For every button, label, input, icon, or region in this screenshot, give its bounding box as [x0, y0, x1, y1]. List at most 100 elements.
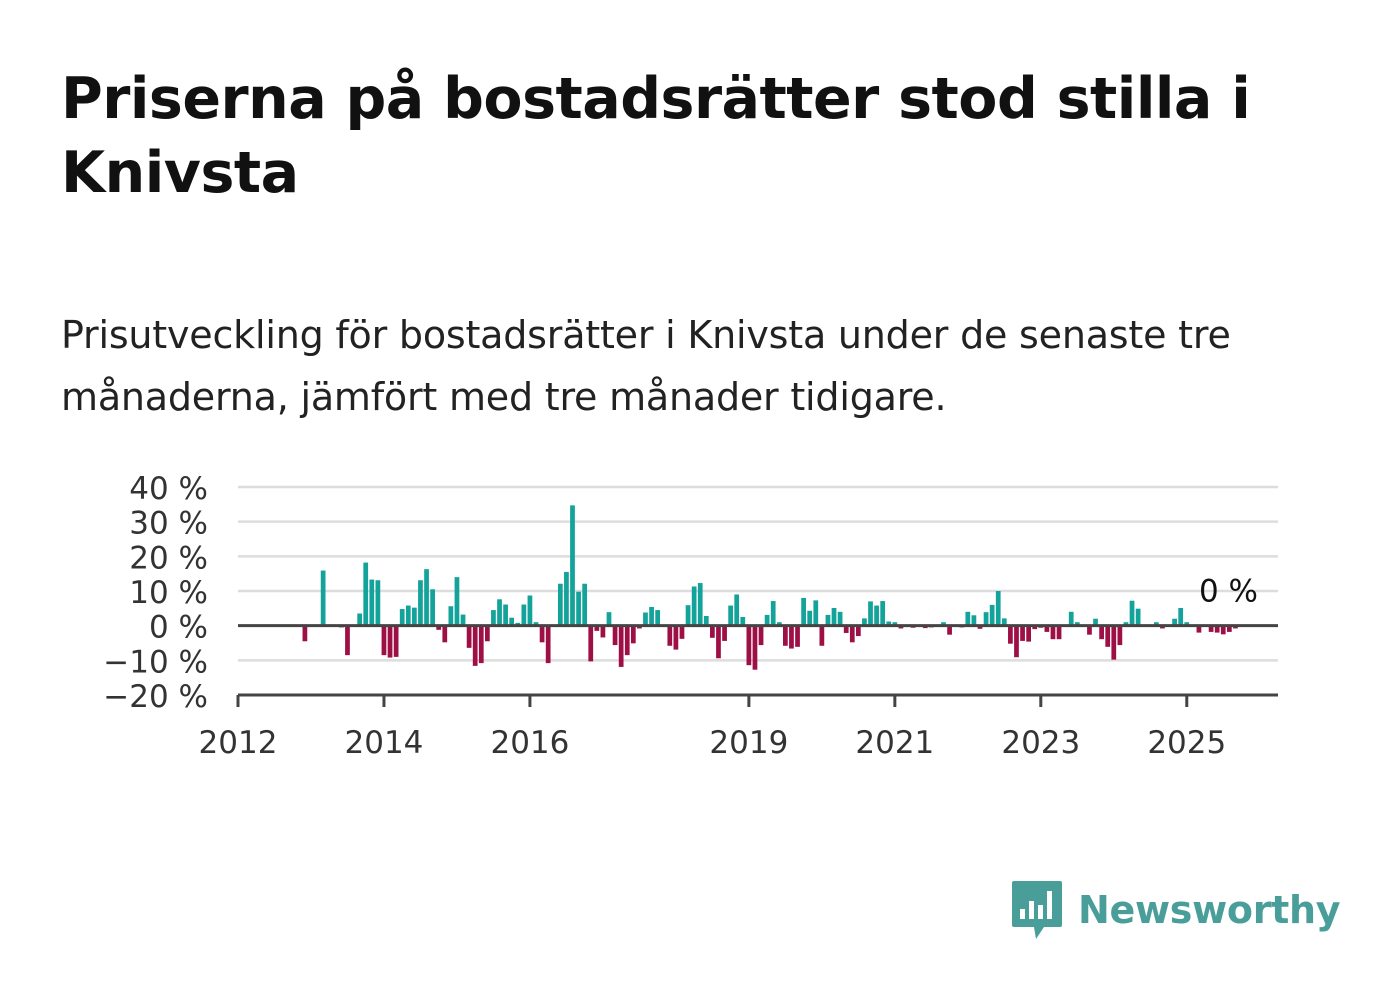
bar: [1220, 625, 1226, 635]
bar: [1008, 625, 1013, 644]
bar: [430, 589, 435, 626]
bar: [764, 614, 770, 626]
bar: [691, 586, 697, 626]
bar: [728, 605, 733, 626]
axes: [236, 624, 1278, 707]
bar: [1105, 625, 1111, 647]
bar: [1117, 625, 1123, 646]
bar: [1032, 625, 1038, 630]
bar: [746, 625, 752, 666]
newsworthy-brand: Newsworthy: [1010, 878, 1341, 942]
bar: [849, 625, 855, 643]
bar: [412, 607, 417, 626]
bar: [1099, 625, 1104, 640]
bar: [375, 580, 381, 626]
brand-name: Newsworthy: [1078, 888, 1341, 932]
bar: [795, 625, 800, 647]
bar: [710, 625, 715, 638]
x-tick-label: 2019: [709, 725, 788, 761]
bar: [1056, 625, 1062, 640]
bar: [1226, 625, 1232, 632]
bar: [424, 569, 429, 626]
bar: [393, 625, 399, 657]
bar: [752, 625, 758, 670]
bar: [1184, 622, 1190, 626]
x-tick-label: 2021: [855, 725, 934, 761]
bar: [588, 625, 594, 662]
bar: [1014, 625, 1019, 658]
bar: [497, 599, 502, 626]
last-value-label: 0 %: [1199, 573, 1258, 609]
bar: [843, 625, 849, 633]
bar: [697, 583, 703, 626]
bar: [825, 614, 831, 626]
bar: [454, 577, 460, 626]
bar: [612, 625, 618, 646]
bar: [521, 604, 527, 626]
bar: [789, 625, 794, 649]
bar: [734, 594, 740, 626]
bar: [740, 617, 746, 626]
bar: [320, 570, 326, 626]
bar: [1020, 625, 1025, 641]
x-tick-label: 2016: [490, 725, 569, 761]
bar: [801, 597, 806, 626]
y-tick-label: 40 %: [129, 471, 208, 507]
bar: [655, 610, 661, 626]
bar: [995, 591, 1001, 626]
bar: [594, 625, 600, 631]
bar: [576, 591, 581, 626]
bar-chart: 40 %30 %20 %10 %0 %−10 %−20 %2012 2014 201…: [103, 471, 1278, 761]
bar: [418, 580, 423, 626]
bar: [1153, 622, 1159, 626]
bar: [442, 625, 448, 643]
bar: [722, 625, 727, 641]
bar: [533, 622, 539, 626]
bar: [1074, 622, 1080, 626]
bar: [679, 625, 685, 639]
bar: [649, 606, 654, 626]
bar: [302, 625, 308, 642]
x-tick-label: 2012: [199, 725, 278, 761]
bar: [1172, 618, 1177, 626]
bar: [886, 621, 892, 626]
bar: [448, 606, 454, 626]
bar: [527, 595, 533, 626]
bar: [600, 625, 606, 638]
bar: [947, 625, 952, 635]
bar: [837, 611, 843, 626]
x-tick-label: 2014: [345, 725, 424, 761]
y-tick-label: 0 %: [149, 610, 208, 646]
bar: [703, 615, 709, 626]
x-tick-label: 2025: [1147, 725, 1226, 761]
bar: [892, 622, 898, 626]
bar: [405, 605, 411, 626]
newsworthy-logo-icon: [1012, 881, 1062, 939]
bar: [539, 625, 545, 643]
bar: [807, 610, 813, 626]
bar: [509, 617, 515, 626]
bar: [819, 625, 825, 646]
bar: [1135, 608, 1141, 626]
bar: [971, 615, 977, 626]
bar: [1214, 625, 1220, 633]
bar: [478, 625, 484, 664]
bar: [716, 625, 721, 659]
bar: [582, 583, 588, 626]
bar: [381, 625, 387, 656]
bar: [606, 612, 612, 626]
bar: [436, 625, 442, 630]
bar: [1111, 625, 1117, 660]
chart-subtitle: Prisutveckling för bostadsrätter i Knivs…: [61, 313, 1231, 419]
x-tick-label: 2023: [1001, 725, 1080, 761]
bar: [965, 611, 971, 626]
bar: [1196, 625, 1202, 633]
bar: [941, 622, 946, 626]
bar: [387, 625, 393, 658]
bar: [673, 625, 679, 650]
bar: [1178, 607, 1184, 626]
bar: [813, 600, 819, 626]
bar: [618, 625, 624, 667]
bar: [776, 622, 782, 626]
bar: [466, 625, 472, 648]
